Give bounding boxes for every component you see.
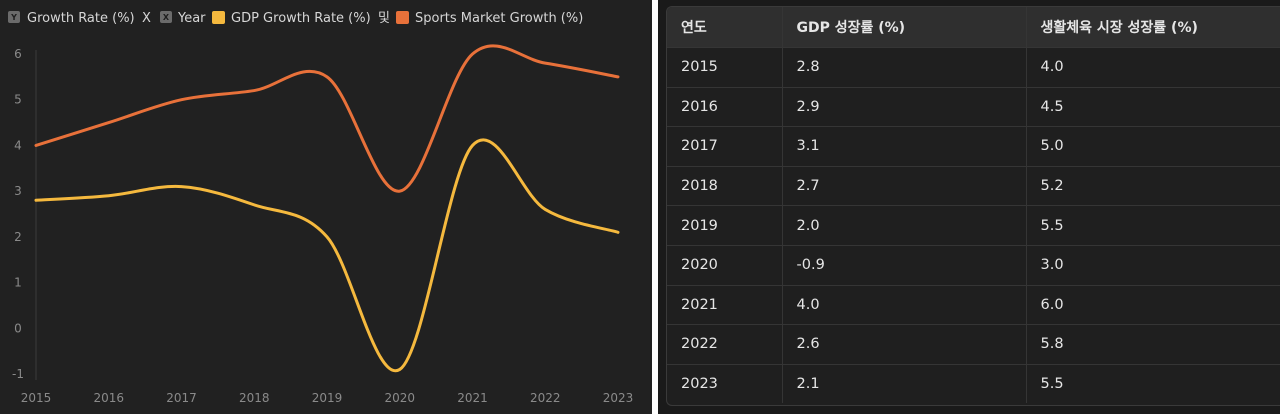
- gdp-legend-swatch[interactable]: [212, 11, 225, 24]
- sports-market-growth-line[interactable]: [34, 44, 620, 193]
- gdp-growth-line[interactable]: [34, 138, 620, 373]
- header-gdp: GDP 성장률 (%): [781, 7, 1026, 48]
- y-axis-badge: [8, 11, 20, 23]
- table-row: 2022 2.6 5.8: [667, 324, 1280, 365]
- y-tick-label: -1: [12, 367, 24, 381]
- cell-gdp: 3.1: [781, 126, 1026, 167]
- table-panel: 연도 GDP 성장률 (%) 생활체육 시장 성장률 (%) 2015 2.8 …: [658, 0, 1280, 414]
- cell-sports: 5.2: [1025, 166, 1280, 207]
- header-year: 연도: [667, 7, 782, 48]
- cell-sports: 6.0: [1025, 285, 1280, 326]
- cell-year: 2016: [667, 87, 782, 128]
- table-row: 2020 -0.9 3.0: [667, 245, 1280, 286]
- x-tick-label: 2023: [603, 391, 634, 405]
- table-row: 2018 2.7 5.2: [667, 166, 1280, 207]
- x-badge-letter: X: [163, 13, 170, 22]
- x-tick-label: 2022: [530, 391, 561, 405]
- cell-gdp: 4.0: [781, 285, 1026, 326]
- sports-legend-label[interactable]: Sports Market Growth (%): [415, 11, 583, 26]
- cell-sports: 5.0: [1025, 126, 1280, 167]
- chart-axes: -1 0 1 2 3 4 5 6 2015 2016 2017 2018 2019 2020 2021 202…: [12, 47, 633, 405]
- y-axis-legend-label: Growth Rate (%): [27, 11, 135, 26]
- x-tick-label: 2019: [312, 391, 343, 405]
- table-header-row: 연도 GDP 성장률 (%) 생활체육 시장 성장률 (%): [667, 7, 1280, 48]
- cell-gdp: 2.7: [781, 166, 1026, 207]
- y-tick-label: 2: [14, 230, 22, 244]
- cell-sports: 5.5: [1025, 364, 1280, 404]
- y-tick-label: 3: [14, 184, 22, 198]
- x-tick-label: 2015: [21, 391, 52, 405]
- gdp-legend-label[interactable]: GDP Growth Rate (%): [231, 11, 371, 26]
- table-row: 2019 2.0 5.5: [667, 205, 1280, 246]
- cell-sports: 5.8: [1025, 324, 1280, 365]
- y-tick-label: 0: [14, 321, 22, 335]
- cell-year: 2020: [667, 245, 782, 286]
- cell-gdp: 2.9: [781, 87, 1026, 128]
- cell-sports: 4.5: [1025, 87, 1280, 128]
- cell-year: 2023: [681, 376, 718, 393]
- cell-gdp: 2.1: [781, 364, 1026, 404]
- y-tick-label: 6: [14, 47, 22, 61]
- cell-sports: 5.5: [1025, 205, 1280, 246]
- table-row: 2016 2.9 4.5: [667, 87, 1280, 128]
- cell-gdp: 2.0: [781, 205, 1026, 246]
- cell-year: 2015: [667, 47, 782, 88]
- panel-divider: [652, 0, 658, 414]
- cell-gdp: 2.6: [781, 324, 1026, 365]
- x-tick-label: 2020: [384, 391, 415, 405]
- x-tick-label: 2016: [93, 391, 124, 405]
- legend-and-text: 및: [378, 11, 390, 26]
- chart-legend: Y Growth Rate (%) X X Year GDP Growth Ra…: [8, 11, 583, 26]
- x-axis-legend-label: Year: [177, 11, 206, 26]
- chart-panel: Y Growth Rate (%) X X Year GDP Growth Ra…: [8, 11, 634, 405]
- line-chart: Y Growth Rate (%) X X Year GDP Growth Ra…: [8, 11, 633, 405]
- x-tick-label: 2021: [457, 391, 488, 405]
- cell-year: 2018: [667, 166, 782, 207]
- data-table-container: 연도 GDP 성장률 (%) 생활체육 시장 성장률 (%) 2015 2.8 …: [666, 6, 1280, 406]
- sports-legend-swatch[interactable]: [396, 11, 409, 24]
- cell-year: 2019: [667, 205, 782, 246]
- header-sports: 생활체육 시장 성장률 (%): [1025, 7, 1280, 48]
- chart-lines: [34, 44, 620, 373]
- x-tick-label: 2017: [166, 391, 197, 405]
- table-row: 2021 4.0 6.0: [667, 285, 1280, 326]
- table-row: 2015 2.8 4.0: [667, 47, 1280, 88]
- cell-sports: 4.0: [1025, 47, 1280, 88]
- cell-sports: 3.0: [1025, 245, 1280, 286]
- y-tick-label: 4: [14, 138, 22, 152]
- y-tick-label: 1: [14, 276, 22, 290]
- table-row: 2017 3.1 5.0: [667, 126, 1280, 167]
- data-table: 연도 GDP 성장률 (%) 생활체육 시장 성장률 (%) 2015 2.8 …: [667, 7, 1280, 404]
- axis-separator: X: [142, 11, 151, 26]
- cell-year: 2022: [667, 324, 782, 365]
- cell-gdp: 2.8: [781, 47, 1026, 88]
- x-axis-badge: [160, 11, 172, 23]
- y-badge-letter: Y: [10, 13, 17, 22]
- table-row: 2023 2.1 5.5: [667, 364, 1280, 404]
- y-tick-label: 5: [14, 93, 22, 107]
- cell-gdp: -0.9: [781, 245, 1026, 286]
- cell-year: 2017: [667, 126, 782, 167]
- x-tick-label: 2018: [239, 391, 270, 405]
- cell-year: 2021: [667, 285, 782, 326]
